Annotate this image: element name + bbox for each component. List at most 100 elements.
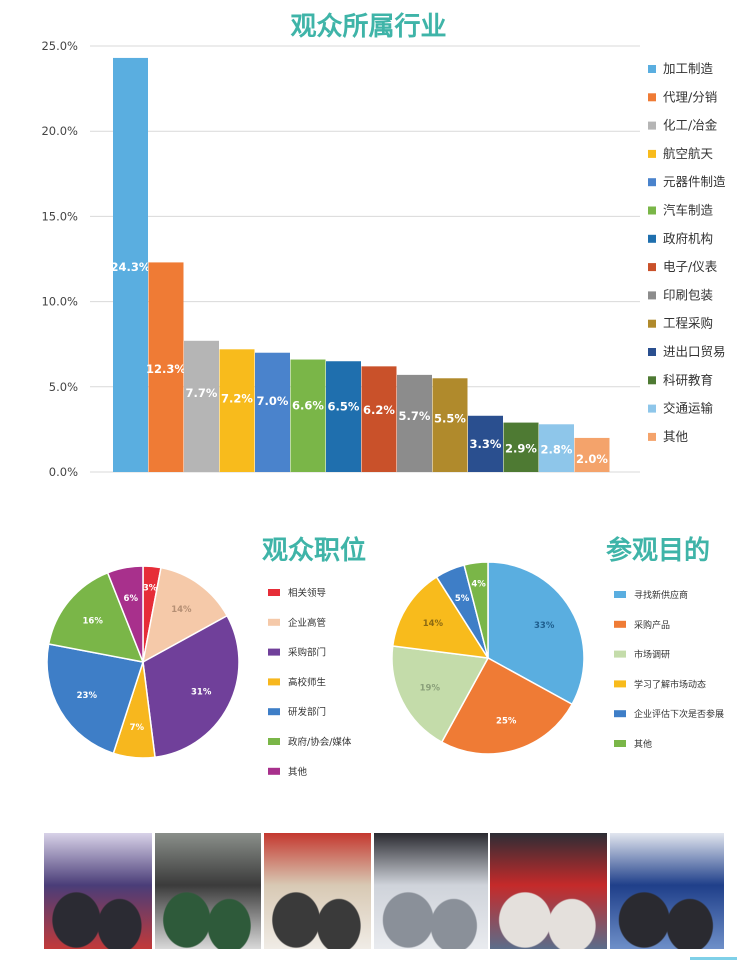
- legend-swatch: [614, 680, 626, 688]
- legend-swatch: [648, 291, 656, 300]
- y-tick-label: 25.0%: [41, 39, 78, 53]
- legend-label: 高校师生: [288, 676, 327, 688]
- legend-label: 电子/仪表: [663, 259, 718, 274]
- legend-swatch: [614, 740, 626, 747]
- bar: [219, 349, 255, 472]
- legend-swatch: [614, 650, 626, 658]
- bar: [539, 424, 574, 472]
- bar-value-label: 7.2%: [221, 392, 253, 406]
- legend-swatch: [648, 263, 656, 272]
- pie-slice: [391, 645, 490, 744]
- pie-slice: [142, 614, 240, 759]
- purpose-pie-chart: 33% 25% 19% 14% 5%4% 寻找新供应商采购产品市场调研学习了解市场动态企业…: [391, 561, 724, 755]
- legend-label: 工程采购: [663, 316, 713, 331]
- photo-booth-visitors: [44, 833, 152, 949]
- legend-swatch: [268, 678, 280, 686]
- legend-label: 企业高管: [288, 617, 326, 629]
- legend-swatch: [268, 708, 280, 716]
- legend-swatch: [648, 432, 656, 441]
- pie-value-label: 25%: [496, 717, 517, 727]
- legend-label: 代理/分销: [663, 89, 717, 104]
- bar-value-label: 2.9%: [505, 441, 537, 455]
- photo-exhibition-aisle: [264, 833, 371, 949]
- pie-value-label: 7%: [130, 723, 145, 733]
- bar-value-label: 2.8%: [541, 443, 573, 457]
- legend-label: 企业评估下次是否参展: [634, 708, 724, 720]
- legend-label: 加工制造: [663, 61, 714, 76]
- legend-label: 采购产品: [634, 619, 670, 631]
- legend-label: 印刷包装: [663, 287, 713, 302]
- legend-swatch: [648, 376, 656, 385]
- legend-label: 交通运输: [663, 401, 714, 416]
- legend-swatch: [614, 620, 626, 628]
- legend-swatch: [648, 65, 656, 73]
- y-tick-label: 10.0%: [41, 295, 78, 309]
- bar: [361, 366, 397, 472]
- y-tick-label: 15.0%: [41, 209, 78, 223]
- pie-value-label: 4%: [471, 580, 486, 590]
- bar-value-label: 6.6%: [292, 399, 324, 413]
- bar-chart-title: 观众所属行业: [290, 12, 447, 42]
- bar-value-label: 6.5%: [328, 400, 360, 414]
- bar: [468, 415, 503, 472]
- pie-slice: [463, 561, 489, 659]
- legend-label: 研发部门: [288, 706, 326, 718]
- bar: [574, 437, 610, 472]
- legend-label: 相关领导: [288, 587, 326, 599]
- legend-swatch: [614, 591, 626, 598]
- bar-value-label: 7.0%: [257, 394, 289, 408]
- photo-crowded-hall: [374, 833, 488, 949]
- legend-swatch: [648, 206, 656, 215]
- legend-label: 其他: [288, 766, 308, 778]
- pie-slice: [46, 643, 144, 755]
- legend-label: 化工/冶金: [663, 118, 718, 133]
- legend-swatch: [268, 589, 280, 596]
- pie-value-label: 5%: [455, 594, 470, 604]
- pie-value-label: 3%: [143, 583, 158, 593]
- bar: [148, 262, 184, 472]
- legend-swatch: [268, 767, 280, 775]
- photo-booth-discussion: [490, 833, 607, 949]
- photo-machine-inspection: [155, 833, 261, 949]
- pie-slice: [391, 575, 490, 659]
- decorative-line: [690, 957, 737, 960]
- photo-blue-booth: [610, 833, 724, 949]
- legend-label: 市场调研: [634, 649, 670, 661]
- photo-strip: [44, 833, 724, 949]
- legend-label: 其他: [663, 429, 689, 444]
- purpose-pie-title: 参观目的: [606, 536, 711, 566]
- pie-slice: [106, 565, 144, 663]
- legend-label: 学习了解市场动态: [634, 678, 706, 690]
- legend-label: 政府机构: [663, 231, 713, 246]
- legend-swatch: [648, 178, 656, 187]
- pie-value-label: 19%: [420, 684, 441, 694]
- y-tick-label: 0.0%: [49, 465, 78, 479]
- industry-bar-chart: 0.0%5.0%10.0%15.0%20.0%25.0%24.3%12.3%7.…: [41, 39, 726, 479]
- pie-slice: [440, 656, 574, 755]
- bar-value-label: 2.0%: [576, 452, 608, 466]
- legend-label: 寻找新供应商: [634, 589, 688, 601]
- legend-swatch: [648, 149, 656, 158]
- bar-value-label: 12.3%: [146, 362, 186, 376]
- pie-slice: [141, 566, 229, 664]
- legend-label: 其他: [634, 738, 652, 750]
- pie-value-label: 23%: [77, 691, 98, 701]
- bar: [397, 374, 432, 472]
- bar-value-label: 5.7%: [399, 409, 431, 423]
- bar: [326, 361, 361, 472]
- legend-swatch: [648, 319, 656, 328]
- legend-label: 科研教育: [663, 372, 713, 387]
- legend-swatch: [268, 648, 280, 656]
- position-pie-chart: 3% 14% 31% 7% 23% 16% 6% 相关领导企业高管采购部门高校师生研发部门政府…: [46, 565, 352, 778]
- bar-value-label: 24.3%: [111, 260, 151, 274]
- pie-slice: [487, 561, 585, 706]
- pie-value-label: 16%: [83, 616, 104, 626]
- legend-swatch: [648, 404, 656, 413]
- legend-label: 航空航天: [663, 146, 714, 161]
- legend-swatch: [648, 121, 656, 130]
- bar-value-label: 7.7%: [186, 386, 218, 400]
- bar: [432, 378, 468, 472]
- bar-value-label: 5.5%: [434, 411, 466, 425]
- y-tick-label: 5.0%: [49, 380, 78, 394]
- position-pie-title: 观众职位: [262, 536, 367, 566]
